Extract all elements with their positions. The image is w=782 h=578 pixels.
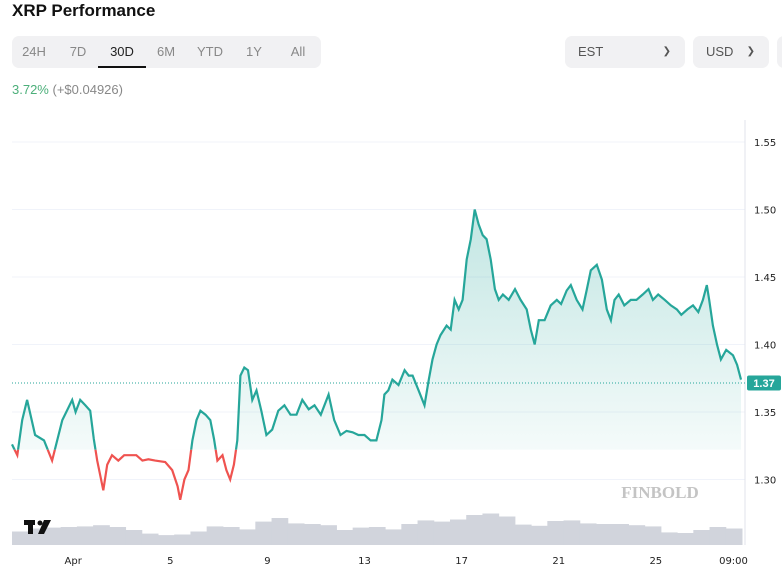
volume-bar bbox=[450, 519, 467, 545]
y-tick-label: 1.50 bbox=[754, 206, 776, 217]
tab-6m[interactable]: 6M bbox=[156, 44, 176, 59]
volume-bar bbox=[368, 527, 386, 545]
tab-ytd[interactable]: YTD bbox=[197, 44, 223, 59]
x-tick-label: 17 bbox=[455, 556, 468, 567]
volume-bar bbox=[304, 524, 321, 545]
x-tick-label: 5 bbox=[167, 556, 173, 567]
x-tick-label: 25 bbox=[649, 556, 662, 567]
tab-24h[interactable]: 24H bbox=[22, 44, 46, 59]
tab-30d[interactable]: 30D bbox=[98, 36, 146, 68]
current-price-label: 1.37 bbox=[753, 378, 774, 390]
x-tick-label: 9 bbox=[264, 556, 270, 567]
volume-bar bbox=[514, 524, 532, 545]
timezone-select[interactable]: EST ❯ bbox=[565, 36, 685, 68]
current-price-badge bbox=[747, 375, 781, 391]
change-percent: 3.72% bbox=[12, 82, 49, 97]
volume-bar bbox=[239, 529, 256, 545]
more-select[interactable] bbox=[777, 36, 782, 68]
volume-bar bbox=[628, 525, 646, 545]
volume-bar bbox=[677, 533, 694, 545]
volume-bar bbox=[466, 515, 483, 545]
volume-bar bbox=[206, 526, 224, 545]
volume-bar bbox=[385, 529, 402, 545]
volume-bar bbox=[125, 530, 143, 545]
x-tick-label: 13 bbox=[358, 556, 371, 567]
volume-bar bbox=[352, 527, 370, 545]
y-tick-label: 1.45 bbox=[754, 273, 776, 284]
timeframe-tabs: 24H 7D 30D 6M YTD 1Y All bbox=[12, 36, 321, 68]
chevron-down-icon: ❯ bbox=[746, 46, 755, 57]
volume-bar bbox=[76, 526, 94, 545]
volume-bar bbox=[660, 532, 678, 545]
finbold-watermark: FINBOLD bbox=[621, 483, 698, 502]
volume-bar bbox=[44, 527, 62, 545]
volume-bar bbox=[644, 526, 662, 545]
volume-bar bbox=[93, 525, 110, 545]
x-tick-label: 09:00 bbox=[719, 556, 748, 567]
y-tick-label: 1.40 bbox=[754, 341, 776, 352]
volume-bar bbox=[547, 521, 565, 545]
volume-bar bbox=[60, 527, 78, 545]
volume-bar bbox=[158, 535, 175, 545]
volume-bar bbox=[109, 527, 127, 545]
x-tick-label: Apr bbox=[65, 556, 83, 567]
volume-bar bbox=[336, 530, 354, 545]
volume-bar bbox=[401, 524, 419, 545]
volume-bar bbox=[725, 528, 743, 545]
price-area bbox=[12, 209, 742, 450]
y-tick-label: 1.30 bbox=[754, 476, 776, 487]
volume-bar bbox=[693, 530, 711, 545]
price-change: 3.72% (+$0.04926) bbox=[12, 82, 123, 97]
volume-bar bbox=[498, 516, 516, 545]
y-tick-label: 1.55 bbox=[754, 138, 776, 149]
volume-bar bbox=[12, 531, 29, 545]
volume-bar bbox=[190, 531, 208, 545]
currency-select[interactable]: USD ❯ bbox=[693, 36, 769, 68]
volume-bar bbox=[287, 523, 305, 545]
volume-bar bbox=[433, 521, 451, 545]
volume-bar bbox=[174, 534, 191, 545]
volume-bar bbox=[531, 525, 548, 545]
chevron-down-icon: ❯ bbox=[662, 46, 671, 57]
volume-bar bbox=[255, 521, 273, 545]
price-line-down bbox=[13, 449, 238, 501]
volume-bar bbox=[271, 518, 289, 545]
volume-bar bbox=[141, 533, 159, 545]
volume-bar bbox=[709, 527, 727, 545]
tab-7d[interactable]: 7D bbox=[69, 44, 87, 59]
y-tick-label: 1.35 bbox=[754, 408, 776, 419]
volume-bar bbox=[320, 525, 337, 545]
volume-bar bbox=[579, 523, 597, 545]
volume-bar bbox=[417, 520, 435, 545]
price-line-up bbox=[11, 209, 743, 450]
volume-bar bbox=[222, 527, 240, 545]
volume-bar bbox=[596, 524, 613, 545]
volume-bar bbox=[482, 513, 500, 545]
currency-value: USD bbox=[706, 44, 734, 59]
tab-all[interactable]: All bbox=[290, 44, 306, 59]
tradingview-logo[interactable] bbox=[24, 520, 51, 534]
x-tick-label: 21 bbox=[552, 556, 565, 567]
change-amount: (+$0.04926) bbox=[52, 82, 123, 97]
tab-1y[interactable]: 1Y bbox=[246, 44, 262, 59]
volume-bar bbox=[563, 520, 581, 545]
timezone-value: EST bbox=[578, 44, 604, 59]
volume-bar bbox=[612, 524, 629, 545]
page-title: XRP Performance bbox=[12, 1, 156, 20]
